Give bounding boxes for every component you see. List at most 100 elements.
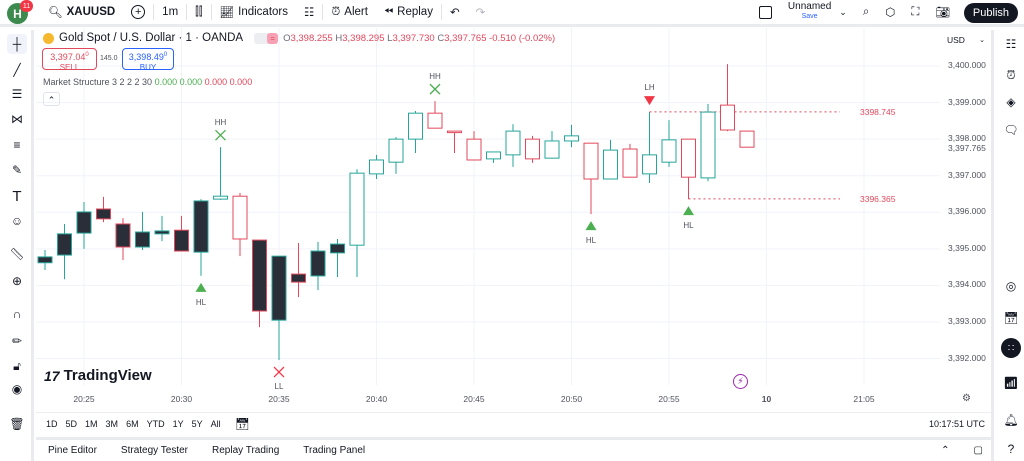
cross-icon — [273, 366, 285, 378]
range-6m[interactable]: 6M — [126, 418, 139, 429]
candle — [622, 143, 638, 178]
buy-button[interactable]: 3,398.490 BUY — [122, 48, 174, 72]
crosshair-icon: ┼ — [12, 37, 22, 51]
candle — [661, 120, 677, 167]
measure-tool[interactable]: 📏︎ — [7, 244, 27, 264]
object-tree-button[interactable]: ◈ — [1001, 92, 1021, 112]
fullscreen-button[interactable]: ⛶ — [903, 0, 927, 24]
clock-timezone[interactable]: 10:17:51 UTC — [928, 418, 985, 429]
zoom-tool[interactable]: ⊕ — [7, 271, 27, 291]
tab-strategy-tester[interactable]: Strategy Tester — [120, 445, 188, 456]
lock-drawings[interactable]: 🔓︎ — [7, 356, 27, 376]
range-1y[interactable]: 1Y — [172, 418, 184, 429]
axis-settings-icon[interactable]: ⚙︎ — [962, 393, 971, 404]
range-5d[interactable]: 5D — [65, 418, 78, 429]
streams-button[interactable]: 📶︎ — [1001, 373, 1021, 393]
calendar-button[interactable]: 📅︎ — [1001, 308, 1021, 328]
range-3m[interactable]: 3M — [105, 418, 119, 429]
crosshair-tool[interactable]: ┼ — [7, 34, 27, 54]
currency-dropdown[interactable]: USD ⌄ — [944, 32, 988, 47]
watchlist-button[interactable]: ☷ — [1001, 34, 1021, 54]
gear-icon: ⬡ — [885, 7, 896, 19]
sell-button[interactable]: 3,397.040 SELL — [42, 48, 97, 72]
magnet-tool[interactable]: ∩ — [7, 304, 27, 324]
maximize-panel-icon[interactable]: ▢ — [973, 445, 983, 456]
symbol-search-button[interactable]: 🔍︎ XAUUSD — [48, 6, 116, 19]
undo-button[interactable]: ↶ — [442, 0, 468, 24]
settings-button[interactable]: ⬡ — [877, 0, 903, 24]
candle — [505, 124, 521, 167]
icon-tool[interactable]: ☺ — [7, 211, 27, 231]
tradingview-logo[interactable]: 17 TradingView — [44, 367, 152, 384]
range-ytd[interactable]: YTD — [146, 418, 165, 429]
time-tick-label: 20:50 — [560, 394, 583, 404]
candle — [330, 238, 345, 278]
brush-tool[interactable]: ✎ — [7, 160, 27, 180]
goto-date-icon[interactable]: 📅︎ — [234, 416, 250, 431]
event-lightning-icon[interactable]: ⚡︎ — [733, 374, 748, 389]
publish-button[interactable]: Publish — [963, 3, 1018, 23]
help-icon: ? — [1007, 442, 1015, 456]
chart-type-button[interactable]: ⫿⫿ — [187, 0, 210, 24]
candle — [466, 131, 482, 161]
chevron-down-icon[interactable]: ⌄ — [839, 6, 847, 17]
layout-name-dropdown[interactable]: Unnamed Save — [787, 1, 832, 21]
help-button[interactable]: ? — [1001, 439, 1021, 459]
alert-button[interactable]: ⏰︎ Alert — [331, 5, 368, 19]
alerts-button[interactable]: ⏰︎ — [1001, 65, 1021, 85]
forecast-icon: ≡ — [13, 138, 21, 152]
apps-grid-icon: ∷ — [1007, 342, 1015, 354]
layout-button[interactable] — [751, 0, 780, 24]
chevron-up-icon[interactable]: ⌃ — [941, 445, 950, 456]
snapshot-button[interactable]: 📷︎ — [927, 0, 958, 24]
indicator-value: 0.000 — [204, 77, 230, 87]
ruler-icon: 📏︎ — [9, 247, 25, 261]
range-all[interactable]: All — [210, 418, 221, 429]
fib-tool[interactable]: ☰ — [7, 84, 27, 104]
replay-button[interactable]: ⏪︎ Replay — [383, 5, 433, 19]
tab-pine-editor[interactable]: Pine Editor — [48, 445, 97, 456]
pattern-tool[interactable]: ⋈ — [7, 109, 27, 129]
notifications-button[interactable]: 🔔︎ — [1001, 410, 1021, 430]
range-5y[interactable]: 5Y — [191, 418, 203, 429]
candle — [96, 196, 111, 223]
zoom-in-icon: ⊕ — [11, 274, 23, 288]
compare-symbol-button[interactable]: + — [123, 0, 153, 24]
collapse-indicators-button[interactable]: ⌃ — [43, 92, 60, 106]
indicator-legend[interactable]: Market Structure 3 2 2 2 30 0.000 0.000 … — [43, 77, 253, 87]
candle-body — [174, 229, 189, 252]
prediction-tool[interactable]: ≡ — [7, 135, 27, 155]
tab-trading-panel[interactable]: Trading Panel — [303, 445, 366, 456]
grid-icon: ☷ — [304, 7, 315, 19]
tab-replay-trading[interactable]: Replay Trading — [212, 445, 280, 456]
redo-button[interactable]: ↷ — [468, 0, 494, 24]
remove-drawings[interactable]: 🗑︎ — [7, 414, 27, 434]
interval-button[interactable]: 1m — [162, 6, 179, 18]
candle-body — [525, 138, 540, 160]
structure-marker-lh: LH — [644, 83, 655, 106]
chats-button[interactable]: 🗨︎ — [1001, 120, 1021, 140]
indicators-button[interactable]: 📈︎ Indicators — [219, 6, 288, 19]
candle-body — [37, 256, 53, 264]
candle-body — [232, 195, 248, 240]
quick-search-button[interactable]: ⌕ — [855, 0, 877, 24]
collapse-legend-button[interactable]: = — [254, 32, 279, 44]
range-1d[interactable]: 1D — [46, 418, 58, 429]
candle — [642, 112, 657, 184]
products-button[interactable]: ∷ — [1001, 338, 1021, 358]
time-axis[interactable]: 20:25 20:30 20:35 20:40 20:45 20:50 20:55 10 21:… — [36, 388, 940, 412]
hide-drawings[interactable]: ◉ — [7, 379, 27, 399]
candle — [252, 239, 267, 328]
range-1m[interactable]: 1M — [85, 418, 98, 429]
brush-icon: ✎ — [11, 163, 23, 177]
templates-button[interactable]: ☷ — [296, 0, 322, 24]
text-tool[interactable]: T — [7, 186, 27, 206]
stay-in-drawing-mode[interactable]: ✏ — [7, 331, 27, 351]
candle-body — [720, 104, 735, 131]
trend-line-tool[interactable]: ╱ — [7, 60, 27, 80]
symbol-title: Gold Spot / U.S. Dollar · 1 · OANDA — [59, 32, 244, 44]
screeners-button[interactable]: ◎ — [1001, 276, 1021, 296]
trash-icon: 🗑︎ — [9, 417, 25, 431]
candle-body — [622, 148, 638, 178]
